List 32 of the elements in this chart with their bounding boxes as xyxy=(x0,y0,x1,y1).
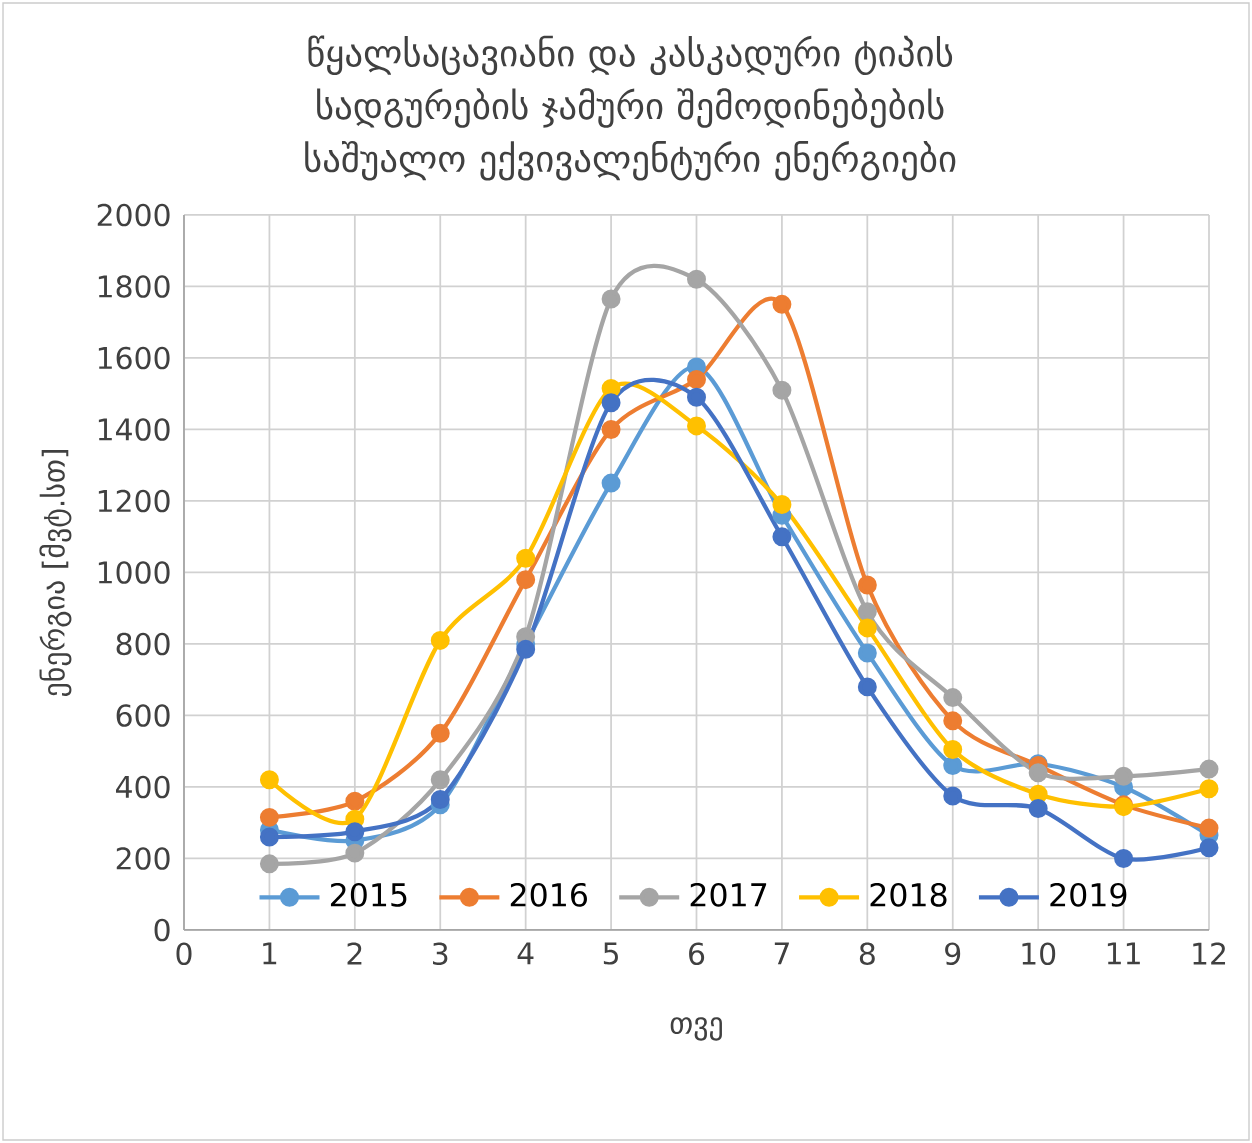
x-tick-label: 3 xyxy=(433,942,448,966)
x-axis-title: თვე xyxy=(670,1017,722,1041)
legend-label: 2017 xyxy=(690,882,767,907)
x-tick-label: 1 xyxy=(263,942,277,965)
legend-label: 2019 xyxy=(1050,882,1127,907)
y-tick-label: 2000 xyxy=(97,203,170,227)
x-tick-label: 4 xyxy=(517,942,534,965)
y-tick-label: 1000 xyxy=(98,561,170,584)
legend-label: 2016 xyxy=(510,882,587,907)
y-tick-label: 1800 xyxy=(98,275,170,298)
y-tick-label: 0 xyxy=(154,918,170,942)
y-tick-label: 200 xyxy=(116,847,170,870)
legend-label: 2015 xyxy=(330,882,407,907)
x-tick-label: 2 xyxy=(347,942,362,965)
x-tick-label: 8 xyxy=(859,942,875,966)
y-tick-label: 800 xyxy=(116,632,170,656)
x-tick-label: 11 xyxy=(1107,942,1140,965)
x-tick-label: 7 xyxy=(774,942,789,965)
x-tick-label: 10 xyxy=(1022,942,1056,966)
legend-label: 2018 xyxy=(870,882,947,907)
x-tick-label: 5 xyxy=(603,942,618,965)
y-tick-label: 1600 xyxy=(98,346,170,370)
y-tick-label: 600 xyxy=(116,704,170,727)
y-tick-label: 1400 xyxy=(98,418,170,441)
x-tick-label: 6 xyxy=(689,942,705,966)
x-tick-label: 12 xyxy=(1193,942,1226,965)
x-tick-label: 9 xyxy=(945,942,961,966)
y-axis-title: ენერგია [მვტ.სთ] xyxy=(39,450,72,697)
y-tick-label: 400 xyxy=(116,775,170,799)
chart-title: წყალსაცავიანი და კასკადური ტიპის სადგურების ჯამური შემოდინებების საშუალო ექვივალენტური ენერგიები xyxy=(305,35,956,181)
x-tick-label: 0 xyxy=(176,942,192,966)
y-tick-label: 1200 xyxy=(98,489,170,513)
